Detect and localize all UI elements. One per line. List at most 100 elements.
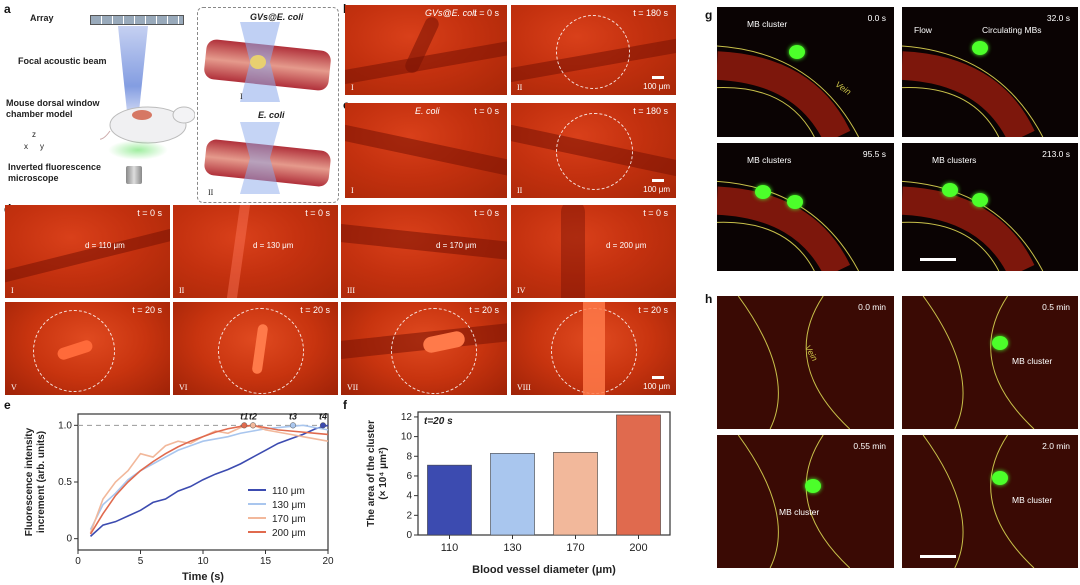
f-xtick-label: 170 <box>566 542 584 554</box>
g-mb-cluster-blob <box>942 183 958 197</box>
mouse-illustration <box>100 106 195 144</box>
d-ii-diameter: d = 130 μm <box>253 241 294 250</box>
image-d-iv: t = 0 s d = 200 μm IV <box>511 205 676 298</box>
e-xtick-label: 15 <box>260 556 272 567</box>
h-annotation-mb-cluster: MB cluster <box>1012 495 1053 505</box>
e-xtick-label: 0 <box>75 556 81 567</box>
d-i-num: I <box>11 286 14 295</box>
image-d-ii: t = 0 s d = 130 μm II <box>173 205 338 298</box>
d-iii-diameter: d = 170 μm <box>436 241 477 250</box>
d-i-time: t = 0 s <box>137 208 162 218</box>
axis-x: x <box>24 142 28 151</box>
h-vessel-wall <box>902 435 1078 568</box>
panel-label-a: a <box>4 2 11 16</box>
c-left-label: E. coli <box>415 106 440 116</box>
h-time-label: 0.55 min <box>853 441 886 451</box>
f-ylabel: The area of the cluster(× 10⁴ μm²) <box>366 420 389 527</box>
d-i-diameter: d = 110 μm <box>85 241 125 250</box>
f-ytick-label: 8 <box>406 451 412 462</box>
g-tile-1: 32.0 s Flow Circulating MBs <box>902 7 1078 137</box>
inset-top-num: I <box>240 92 243 101</box>
c-left-time: t = 0 s <box>474 106 499 116</box>
inset-bottom-num: II <box>208 188 214 197</box>
d-ii-num: II <box>179 286 185 295</box>
b-scale-label: 100 μm <box>643 82 670 91</box>
g-annotation-circulating-mbs: Circulating MBs <box>982 25 1042 35</box>
h-time-label: 0.0 min <box>858 302 886 312</box>
g-annotation-mb-clusters: MB clusters <box>747 155 792 165</box>
h-tile-2: 0.55 min MB cluster <box>717 435 894 568</box>
e-legend-label: 170 μm <box>272 514 306 525</box>
b-left-label: GVs@E. coli <box>425 8 477 18</box>
e-xtick-label: 5 <box>138 556 144 567</box>
d-v-time: t = 20 s <box>132 305 162 315</box>
h-annotation-mb-cluster: MB cluster <box>1012 356 1053 366</box>
e-series-line-0 <box>89 424 329 537</box>
h-time-label: 2.0 min <box>1042 441 1070 451</box>
g-annotation-mb-cluster: MB cluster <box>747 19 788 29</box>
e-ytick-label: 0.5 <box>58 477 72 488</box>
transducer-array <box>90 15 184 25</box>
panel-label-f: f <box>343 398 347 412</box>
d-iv-num: IV <box>517 286 526 295</box>
g-mb-cluster-blob <box>972 193 988 207</box>
g-time-label: 95.5 s <box>862 149 886 159</box>
g-vessel-wall <box>902 180 1044 271</box>
h-vessel-wall <box>717 435 894 568</box>
image-d-i: t = 0 s d = 110 μm I <box>5 205 170 298</box>
f-title: t=20 s <box>424 416 453 427</box>
d-vi-circle <box>218 308 304 394</box>
d-iii-time: t = 0 s <box>474 208 499 218</box>
f-ytick-label: 12 <box>401 412 413 423</box>
e-legend-label: 130 μm <box>272 500 306 511</box>
f-ytick-label: 0 <box>406 530 412 541</box>
f-bar-200 <box>616 414 661 536</box>
d-vii-circle <box>391 308 477 394</box>
array-label: Array <box>30 13 54 23</box>
image-c-i: E. coli t = 0 s I <box>345 103 507 198</box>
b-left-num: I <box>351 83 354 92</box>
e-series-line-3 <box>89 424 329 535</box>
d-vi-time: t = 20 s <box>300 305 330 315</box>
d-iv-diameter: d = 200 μm <box>606 241 647 250</box>
inset-bottom-label: E. coli <box>258 110 285 120</box>
g-time-label: 0.0 s <box>867 13 886 23</box>
f-ytick-label: 4 <box>406 491 412 502</box>
g-time-label: 213.0 s <box>1042 149 1070 159</box>
g-vessel-wall <box>717 45 860 137</box>
g-tile-0: 0.0 s MB cluster Vein <box>717 7 894 137</box>
inset-top-cluster <box>250 55 266 69</box>
h-vessel-wall <box>717 296 894 429</box>
b-left-time: t = 0 s <box>474 8 499 18</box>
e-xtick-label: 20 <box>322 556 334 567</box>
e-marker-dot <box>249 422 257 429</box>
fluorescence-glow <box>108 140 168 160</box>
f-ytick-label: 2 <box>406 510 412 521</box>
g-annotation-flow: Flow <box>914 25 932 35</box>
d-viii-time: t = 20 s <box>638 305 668 315</box>
d-viii-num: VIII <box>517 383 531 392</box>
e-series-line-1 <box>89 424 329 530</box>
g-scale-bar <box>920 258 956 261</box>
g-annotation-mb-clusters: MB clusters <box>932 155 977 165</box>
b-right-num: II <box>517 83 523 92</box>
d-vii-num: VII <box>347 383 359 392</box>
e-xlabel: Time (s) <box>182 571 224 583</box>
e-legend-label: 200 μm <box>272 528 306 539</box>
image-d-viii: t = 20 s VIII 100 μm <box>511 302 676 395</box>
e-marker-label: t2 <box>249 411 257 421</box>
h-tile-3: 2.0 min MB cluster <box>902 435 1078 568</box>
chart-f: 0 2 4 6 8 10 12 110 130 170 200 t=20 s Blood vessel … <box>366 411 671 576</box>
h-vessel-wall <box>902 296 1078 429</box>
e-marker-dot <box>319 422 327 429</box>
c-left-num: I <box>351 186 354 195</box>
d-iii-num: III <box>347 286 355 295</box>
e-xtick-label: 10 <box>197 556 209 567</box>
c-scale-bar <box>652 179 664 182</box>
g-tile-2: 95.5 s MB clusters <box>717 143 894 271</box>
e-marker-dot <box>241 422 248 429</box>
h-mb-cluster-blob <box>805 479 821 493</box>
e-legend-label: 110 μm <box>272 486 305 497</box>
image-d-v: t = 20 s V <box>5 302 170 395</box>
h-mb-cluster-blob <box>992 336 1008 350</box>
